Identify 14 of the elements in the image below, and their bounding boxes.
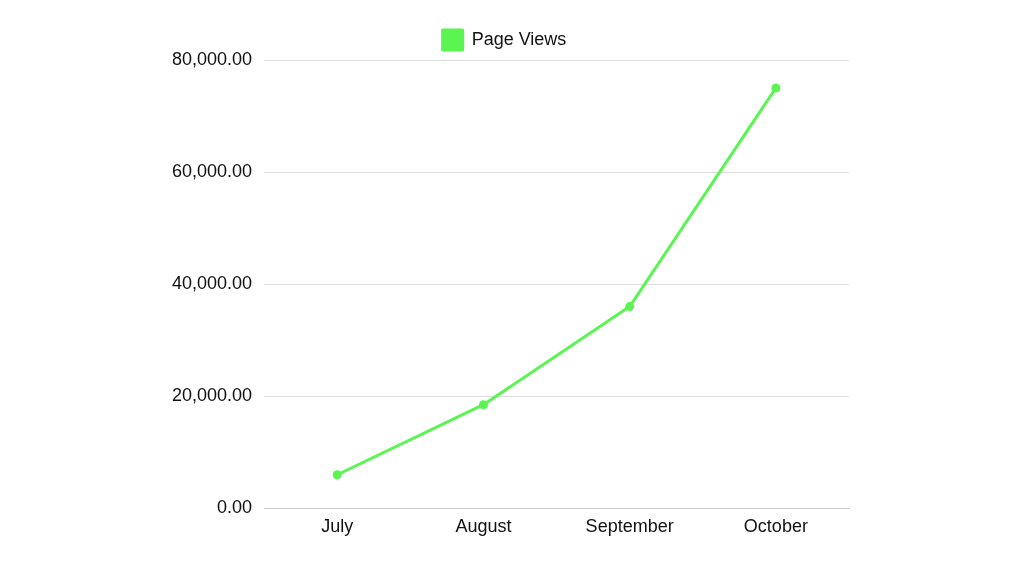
y-tick-label: 0.00 bbox=[217, 497, 253, 518]
y-tick-label: 20,000.00 bbox=[172, 385, 253, 406]
y-tick-label: 40,000.00 bbox=[172, 273, 253, 294]
point bbox=[332, 470, 342, 480]
y-tick-label: 80,000.00 bbox=[172, 48, 253, 69]
x-tick-label: July bbox=[321, 516, 354, 537]
x-tick-label: October bbox=[743, 516, 808, 537]
point bbox=[478, 400, 488, 410]
x-tick-label: September bbox=[585, 516, 674, 537]
point bbox=[771, 83, 781, 93]
legend-label: Page Views bbox=[471, 28, 567, 49]
y-tick-label: 60,000.00 bbox=[172, 161, 253, 182]
x-tick-label: August bbox=[455, 516, 512, 537]
point bbox=[625, 302, 635, 312]
